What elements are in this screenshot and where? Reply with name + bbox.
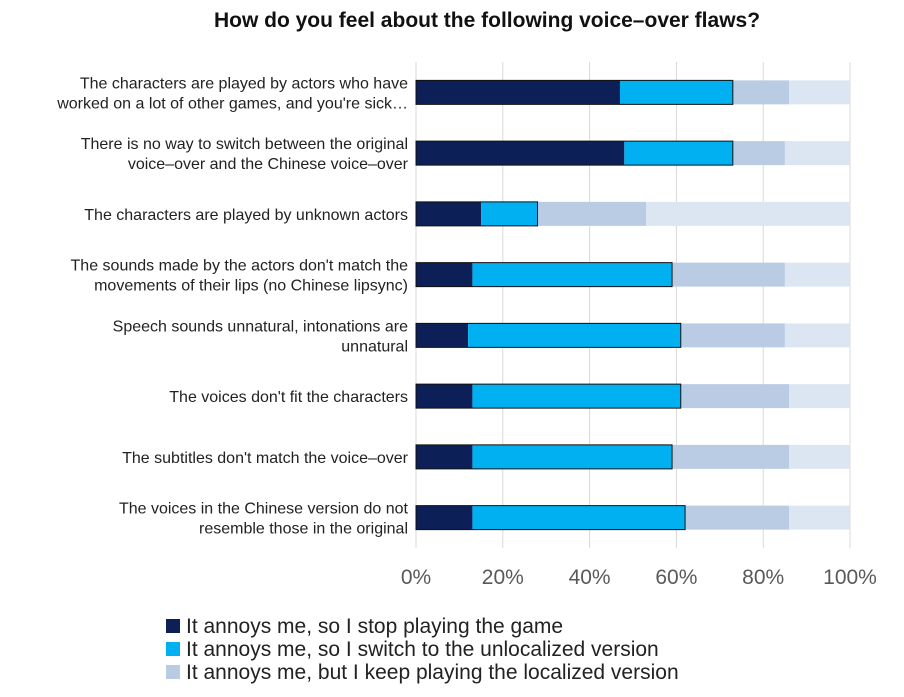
bar-segment-series-3: [685, 505, 790, 530]
bar-outline: [415, 383, 682, 409]
legend-label: It annoys me, but I keep playing the loc…: [186, 661, 679, 684]
chart-title: How do you feel about the following voic…: [214, 9, 760, 32]
bar-segment-series-1: [416, 262, 473, 287]
bar-segment-remainder: [789, 80, 850, 105]
x-tick-label: 0%: [401, 566, 431, 589]
category-label: The voices don't fit the characters: [169, 389, 408, 406]
bar-segment-series-3: [672, 444, 790, 469]
x-tick-label: 60%: [655, 566, 697, 589]
x-axis-ticks: 0% 20% 40% 60% 80% 100%: [401, 566, 877, 589]
x-tick-label: 40%: [569, 566, 611, 589]
legend-label: It annoys me, so I switch to the unlocal…: [186, 638, 659, 661]
bar-segment-series-2: [472, 384, 681, 409]
bar-segment-remainder: [789, 384, 850, 409]
category-label: The sounds made by the actors don't matc…: [71, 258, 409, 295]
category-label: Speech sounds unnatural, intonations are…: [113, 318, 408, 355]
bar-segment-series-1: [416, 444, 473, 469]
bar-segment-series-2: [472, 444, 673, 469]
bar-segment-series-3: [680, 323, 785, 348]
bar-segment-remainder: [646, 201, 850, 226]
bar-segment-series-1: [416, 323, 469, 348]
category-label: The characters are played by unknown act…: [84, 207, 408, 224]
bar-segment-series-1: [416, 201, 482, 226]
bar-segment-series-2: [472, 505, 686, 530]
bar-segment-series-2: [481, 201, 538, 226]
bar-segment-series-1: [416, 141, 625, 166]
bar-segment-remainder: [784, 262, 850, 287]
x-tick-label: 100%: [823, 566, 877, 589]
bar-segment-series-3: [680, 384, 790, 409]
x-tick-label: 20%: [482, 566, 524, 589]
bar-outline: [415, 79, 734, 105]
bars: [415, 79, 850, 531]
legend-label: It annoys me, so I stop playing the game: [186, 615, 563, 638]
bar-outline: [415, 322, 682, 348]
bar-segment-series-1: [416, 505, 473, 530]
grid: [415, 62, 851, 548]
bar-segment-remainder: [789, 444, 850, 469]
bar-segment-series-2: [472, 262, 673, 287]
bar-outline: [415, 140, 734, 166]
bar-segment-series-3: [732, 80, 790, 105]
bar-segment-series-1: [416, 80, 620, 105]
category-labels: The characters are played by actors who …: [56, 75, 408, 537]
bar-outline: [415, 262, 673, 288]
x-tick-label: 80%: [742, 566, 784, 589]
category-label: The subtitles don't match the voice–over: [122, 450, 409, 467]
legend-swatch: [166, 619, 180, 633]
bar-segment-remainder: [789, 505, 850, 530]
bar-outline: [415, 201, 539, 227]
bar-segment-series-3: [732, 141, 785, 166]
category-label: There is no way to switch between the or…: [81, 136, 409, 173]
bar-segment-series-3: [672, 262, 785, 287]
bar-segment-remainder: [784, 323, 850, 348]
bar-outline: [415, 444, 673, 470]
bar-segment-series-2: [624, 141, 733, 166]
bar-segment-series-2: [619, 80, 733, 105]
bar-segment-series-2: [468, 323, 681, 348]
category-label: The characters are played by actors who …: [56, 75, 408, 112]
bar-segment-series-3: [537, 201, 647, 226]
category-label: The voices in the Chinese version do not…: [119, 501, 409, 538]
legend-swatch: [166, 642, 180, 656]
legend: It annoys me, so I stop playing the game…: [166, 615, 679, 684]
bar-segment-remainder: [784, 141, 850, 166]
bar-outline: [415, 505, 686, 531]
bar-segment-series-1: [416, 384, 473, 409]
legend-swatch: [166, 665, 180, 679]
